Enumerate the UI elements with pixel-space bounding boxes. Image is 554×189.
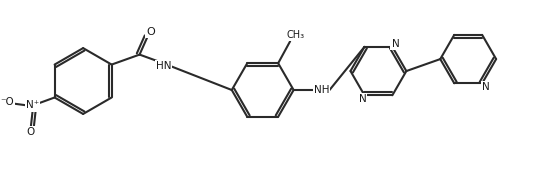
- Text: O: O: [146, 27, 155, 37]
- Text: NH: NH: [314, 85, 329, 95]
- Text: ⁻O: ⁻O: [0, 98, 14, 108]
- Text: N: N: [483, 82, 490, 92]
- Text: O: O: [27, 127, 35, 137]
- Text: HN: HN: [156, 60, 171, 70]
- Text: N⁺: N⁺: [26, 101, 39, 111]
- Text: CH₃: CH₃: [286, 30, 304, 40]
- Text: N: N: [392, 39, 399, 49]
- Text: N: N: [358, 94, 366, 104]
